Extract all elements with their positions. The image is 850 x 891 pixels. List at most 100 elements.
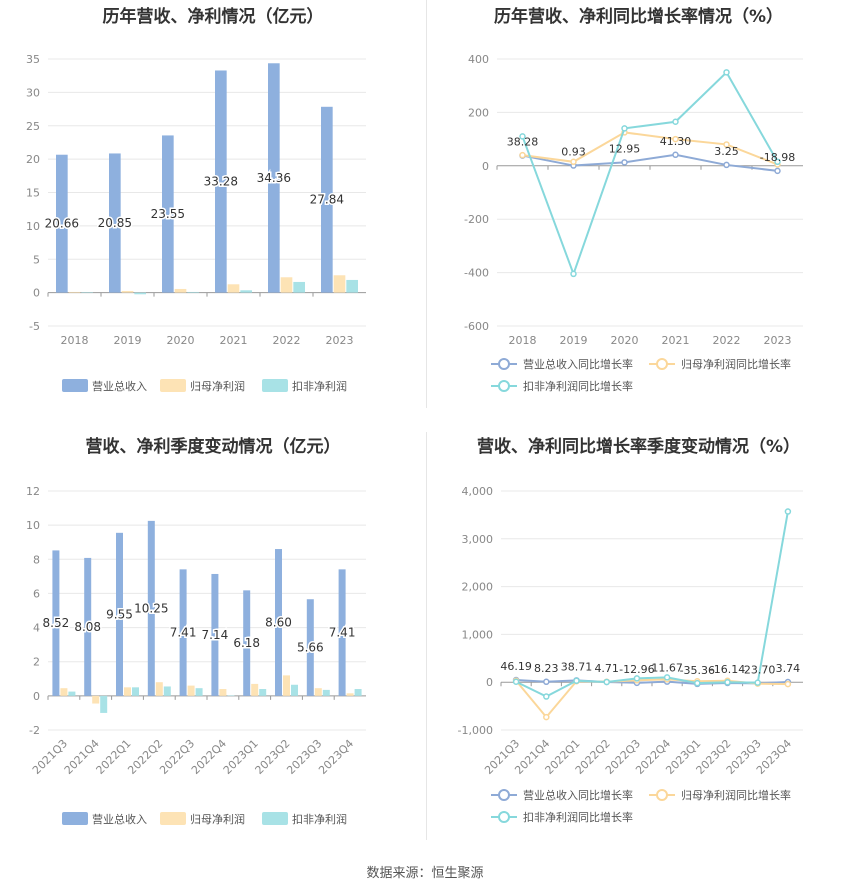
legend-label: 营业总收入同比增长率: [523, 357, 633, 371]
data-point: [672, 135, 679, 143]
bar: [321, 106, 333, 293]
x-tick-label: 2019: [560, 334, 588, 347]
bar: [68, 291, 81, 293]
point-value-label: -35.36: [680, 664, 715, 677]
bar: [163, 686, 171, 696]
bar: [275, 549, 283, 696]
data-point: [543, 693, 550, 700]
y-tick-label: 2: [33, 656, 40, 669]
series-line: [522, 153, 778, 172]
data-point: [519, 133, 526, 140]
bar-value-label: 6.18: [233, 636, 260, 650]
x-tick-label: 2020: [611, 334, 639, 347]
y-tick-label: 0: [33, 287, 40, 300]
data-point: [633, 675, 641, 682]
y-tick-label: 4: [33, 622, 40, 635]
bar: [187, 685, 195, 696]
bar: [293, 281, 305, 293]
point-value-label: -18.98: [760, 151, 795, 164]
bar: [124, 687, 131, 696]
y-tick-label: 0: [486, 676, 493, 689]
legend-label: 扣非净利润: [292, 812, 347, 826]
legend-swatch-icon: [160, 379, 186, 392]
bar: [268, 63, 280, 293]
bar: [162, 135, 174, 293]
bar: [195, 688, 203, 696]
point-value-label: -12.96: [619, 663, 654, 676]
chart-title: 历年营收、净利同比增长率情况（%）: [493, 7, 784, 27]
legend-label: 归母净利润同比增长率: [681, 788, 791, 802]
data-point: [621, 159, 628, 166]
point-value-label: -23.70: [740, 663, 775, 676]
legend-label: 扣非净利润: [292, 379, 347, 393]
quarterly-amounts-chart: -20246810122021Q32021Q42022Q12022Q22022Q…: [26, 485, 366, 826]
bar: [84, 557, 92, 696]
bar: [131, 687, 139, 696]
point-value-label: -16.14: [710, 663, 745, 676]
bar: [227, 284, 240, 293]
y-tick-label: 35: [26, 53, 40, 66]
x-tick-label: 2020: [167, 334, 195, 347]
bar: [211, 573, 219, 696]
bar: [338, 569, 346, 696]
data-point: [723, 161, 730, 169]
y-tick-label: 4,000: [462, 485, 494, 498]
bar: [215, 70, 227, 293]
chart-title: 营收、净利季度变动情况（亿元）: [85, 437, 341, 457]
point-value-label: 38.28: [507, 136, 539, 149]
bar: [187, 291, 199, 293]
data-point: [723, 141, 730, 148]
data-point: [774, 158, 781, 166]
data-point: [754, 679, 761, 686]
bar: [283, 675, 290, 696]
y-tick-label: -2: [29, 724, 40, 737]
legend-marker-icon: [656, 789, 668, 801]
bar: [109, 153, 121, 293]
bar-value-label: 27.84: [310, 193, 344, 207]
bar: [100, 695, 108, 713]
legend-label: 营业总收入: [92, 812, 147, 826]
data-point: [570, 158, 577, 166]
bar: [81, 292, 93, 293]
panel-divider-top: [426, 0, 427, 408]
legend-label: 归母净利润: [190, 379, 245, 393]
y-tick-label: -200: [464, 213, 489, 226]
legend-swatch-icon: [62, 379, 88, 392]
bar: [60, 688, 68, 696]
bar-value-label: 20.66: [45, 217, 79, 231]
data-point: [663, 674, 671, 681]
data-point: [784, 680, 792, 688]
bar-value-label: 8.52: [43, 616, 70, 630]
y-tick-label: 0: [33, 690, 40, 703]
point-value-label: 4.71: [594, 662, 619, 675]
point-value-label: 3.74: [776, 662, 801, 675]
point-value-label: 11.67: [651, 662, 683, 675]
bar: [346, 693, 354, 696]
legend-marker-icon: [498, 358, 510, 370]
x-tick-label: 2023: [326, 334, 354, 347]
data-point: [784, 508, 792, 515]
point-value-label: 3.25: [714, 145, 739, 158]
bar: [251, 683, 259, 696]
data-point: [543, 678, 550, 686]
data-point: [543, 713, 550, 721]
x-tick-label: 2018: [61, 334, 89, 347]
bar: [227, 695, 235, 697]
data-point: [603, 678, 610, 686]
bar: [92, 695, 100, 704]
bar: [174, 288, 187, 293]
data-point: [570, 270, 577, 278]
bar: [155, 682, 163, 696]
bar: [322, 689, 330, 696]
y-tick-label: 10: [26, 519, 40, 532]
panel-divider-bottom: [426, 432, 427, 840]
point-value-label: 12.95: [609, 142, 641, 155]
data-source: 数据来源：恒生聚源: [366, 866, 484, 881]
data-point: [519, 151, 526, 159]
y-tick-label: 200: [468, 106, 489, 119]
quarterly-growth-panel: 营收、净利同比增长率季度变动情况（%） -1,000 0 1,000 2,000 3,0…: [427, 430, 850, 850]
x-tick-label: 2023Q4: [316, 737, 356, 777]
y-tick-label: 400: [468, 53, 489, 66]
legend-swatch-icon: [262, 812, 288, 825]
bar: [116, 532, 124, 696]
